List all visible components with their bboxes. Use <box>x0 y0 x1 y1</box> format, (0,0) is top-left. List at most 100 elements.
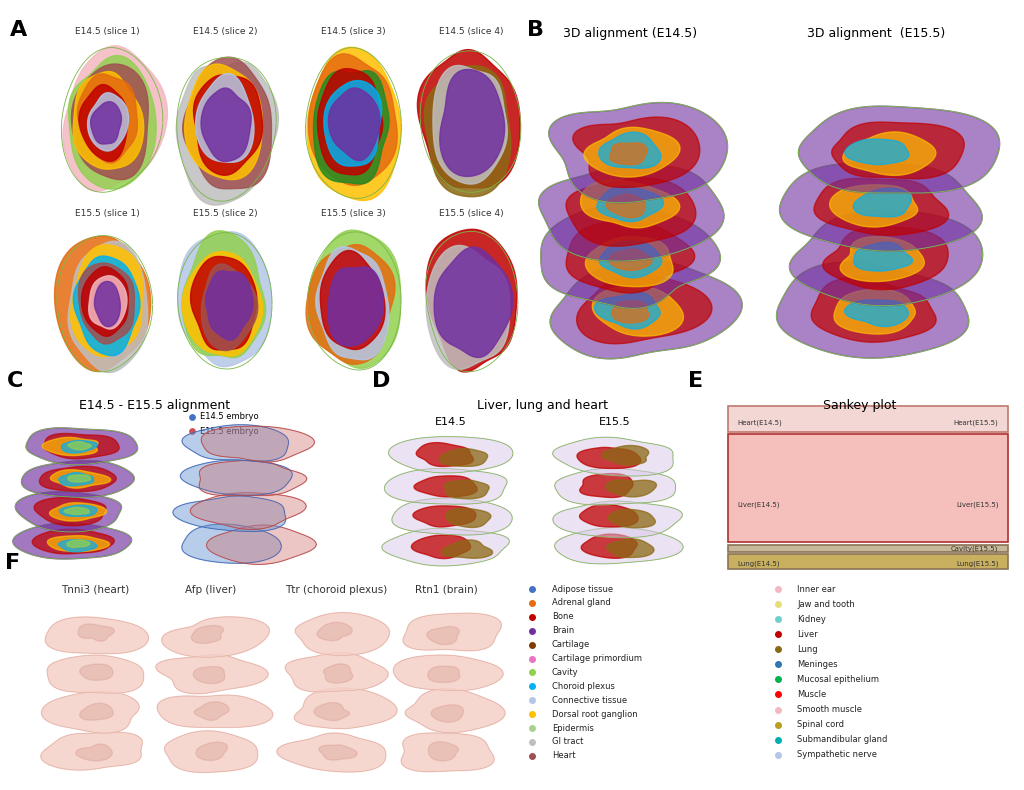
Polygon shape <box>393 655 503 690</box>
Text: B: B <box>527 20 544 40</box>
Polygon shape <box>845 300 908 326</box>
Text: Sympathetic nerve: Sympathetic nerve <box>798 750 878 759</box>
Text: Inner ear: Inner ear <box>798 585 836 593</box>
Point <box>770 733 786 746</box>
Polygon shape <box>392 498 512 535</box>
Text: E15.5 (slice 1): E15.5 (slice 1) <box>75 209 140 218</box>
Polygon shape <box>72 64 148 179</box>
Point <box>770 613 786 626</box>
Polygon shape <box>609 249 652 270</box>
Text: Tnni3 (heart): Tnni3 (heart) <box>61 585 130 595</box>
Polygon shape <box>329 267 383 346</box>
Polygon shape <box>829 185 918 227</box>
Point <box>524 666 541 679</box>
Polygon shape <box>553 501 682 537</box>
Polygon shape <box>414 476 477 497</box>
Polygon shape <box>566 178 696 246</box>
Point <box>524 680 541 693</box>
Polygon shape <box>428 742 459 761</box>
Polygon shape <box>207 525 316 564</box>
Point <box>524 722 541 735</box>
Polygon shape <box>76 744 113 761</box>
Polygon shape <box>319 745 357 760</box>
Point <box>524 638 541 651</box>
Point <box>524 750 541 762</box>
Text: E14.5 - E15.5 alignment: E14.5 - E15.5 alignment <box>79 399 229 412</box>
Point <box>770 658 786 671</box>
Polygon shape <box>59 505 97 517</box>
Polygon shape <box>539 165 724 261</box>
Polygon shape <box>190 493 306 529</box>
Polygon shape <box>157 695 272 728</box>
Polygon shape <box>845 139 909 164</box>
Polygon shape <box>201 426 314 462</box>
Polygon shape <box>307 47 401 201</box>
Text: E14.5 (slice 4): E14.5 (slice 4) <box>439 27 503 36</box>
Point <box>524 596 541 609</box>
Point <box>770 628 786 641</box>
Text: Heart(E14.5): Heart(E14.5) <box>737 419 782 426</box>
Polygon shape <box>313 70 389 184</box>
Polygon shape <box>45 617 148 653</box>
Text: E14.5 (slice 1): E14.5 (slice 1) <box>75 27 140 36</box>
Text: Cartilage: Cartilage <box>552 640 590 649</box>
Text: Cavity: Cavity <box>552 668 579 677</box>
Text: Brain: Brain <box>552 626 574 635</box>
Point <box>184 425 201 438</box>
Polygon shape <box>779 164 982 251</box>
Polygon shape <box>541 205 720 308</box>
Polygon shape <box>190 257 257 350</box>
Point <box>770 688 786 701</box>
Text: Ttr (choroid plexus): Ttr (choroid plexus) <box>286 585 387 595</box>
FancyBboxPatch shape <box>728 435 1008 543</box>
Polygon shape <box>580 505 638 527</box>
Polygon shape <box>550 259 742 359</box>
Polygon shape <box>194 667 225 683</box>
Polygon shape <box>182 57 271 189</box>
Polygon shape <box>426 229 517 372</box>
Text: Afp (liver): Afp (liver) <box>185 585 237 595</box>
Point <box>770 583 786 596</box>
Polygon shape <box>15 491 122 532</box>
Polygon shape <box>599 132 660 168</box>
Polygon shape <box>317 623 352 641</box>
Polygon shape <box>79 85 127 161</box>
Text: Heart(E15.5): Heart(E15.5) <box>953 419 998 426</box>
Text: Mucosal epithelium: Mucosal epithelium <box>798 675 880 684</box>
Polygon shape <box>182 252 263 356</box>
Polygon shape <box>206 271 253 340</box>
Text: Dorsal root ganglion: Dorsal root ganglion <box>552 709 637 719</box>
Polygon shape <box>580 473 633 498</box>
Polygon shape <box>294 688 397 728</box>
Polygon shape <box>549 103 728 203</box>
Polygon shape <box>595 292 660 329</box>
Polygon shape <box>196 73 254 162</box>
Polygon shape <box>308 54 397 186</box>
Polygon shape <box>424 66 511 197</box>
Polygon shape <box>162 617 269 657</box>
Polygon shape <box>606 539 654 558</box>
Polygon shape <box>403 613 502 651</box>
Text: Adipose tissue: Adipose tissue <box>552 585 612 593</box>
Text: E14.5 embryo: E14.5 embryo <box>200 412 258 421</box>
Polygon shape <box>586 237 673 287</box>
Polygon shape <box>406 689 505 732</box>
Polygon shape <box>33 529 115 554</box>
Polygon shape <box>446 508 490 528</box>
Text: GI tract: GI tract <box>552 738 583 747</box>
FancyBboxPatch shape <box>728 544 1008 551</box>
Text: F: F <box>5 552 20 573</box>
Polygon shape <box>434 247 513 357</box>
Polygon shape <box>74 256 140 356</box>
Polygon shape <box>412 535 470 559</box>
Polygon shape <box>572 117 699 187</box>
Polygon shape <box>388 437 513 473</box>
Polygon shape <box>834 289 915 334</box>
Polygon shape <box>597 186 664 222</box>
Polygon shape <box>199 461 307 495</box>
Text: Sankey plot: Sankey plot <box>823 399 897 412</box>
Polygon shape <box>182 231 265 358</box>
FancyBboxPatch shape <box>728 406 1008 432</box>
Polygon shape <box>62 46 167 191</box>
Text: Choroid plexus: Choroid plexus <box>552 682 614 690</box>
